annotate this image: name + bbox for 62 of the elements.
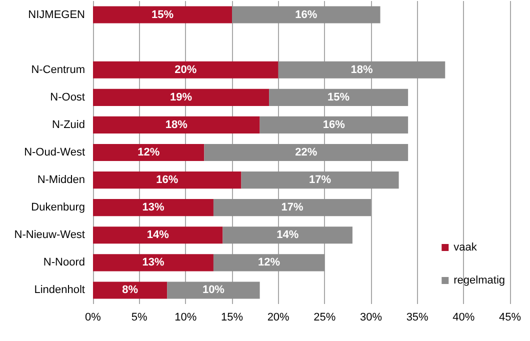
data-label: 14% (146, 229, 170, 242)
y-tick-label: Dukenburg (31, 202, 85, 214)
data-label: 12% (258, 256, 280, 269)
bar (213, 254, 325, 272)
data-label: 17% (309, 174, 332, 186)
x-tick-label: 15% (220, 312, 244, 324)
bar (93, 282, 168, 299)
bar (167, 282, 260, 299)
bar (232, 6, 380, 24)
data-label: 18% (165, 118, 188, 131)
y-tick-label: N-Nieuw-West (14, 229, 85, 242)
x-tick-label: 5% (131, 312, 148, 324)
data-label: 18% (350, 64, 373, 76)
bar (241, 172, 399, 189)
data-label: 19% (170, 91, 192, 104)
bar (93, 226, 223, 244)
bar (93, 116, 260, 134)
y-tick-label: N-Midden (37, 174, 85, 186)
bar (93, 88, 270, 106)
bar (222, 226, 352, 244)
y-tick-label: N-Oud-West (24, 146, 85, 158)
bar (93, 172, 242, 189)
x-tick-label: 0% (85, 312, 102, 324)
bar (93, 61, 278, 78)
data-label: 20% (174, 64, 197, 76)
legend-label: regelmatig (454, 274, 505, 286)
y-tick-label: NIJMEGEN (28, 8, 86, 21)
data-label: 15% (328, 91, 350, 104)
bar (278, 61, 446, 78)
bar (213, 199, 371, 216)
y-tick-label: N-Oost (50, 91, 85, 104)
data-label: 13% (142, 202, 164, 214)
data-label: 15% (151, 8, 174, 21)
y-tick-label: Lindenholt (34, 284, 85, 296)
bar (269, 88, 408, 106)
bar (93, 144, 204, 162)
x-tick-label: 30% (360, 312, 382, 324)
data-label: 16% (156, 174, 178, 186)
data-label: 13% (142, 256, 164, 269)
bar (93, 6, 232, 24)
x-tick-label: 10% (174, 312, 197, 324)
bar (93, 254, 214, 272)
data-label: 8% (122, 284, 138, 296)
data-label: 14% (276, 229, 299, 242)
data-label: 16% (322, 118, 346, 131)
data-label: 10% (202, 284, 225, 296)
bar (93, 199, 214, 216)
y-tick-label: N-Zuid (52, 118, 85, 131)
bar (260, 116, 408, 134)
x-tick-label: 45% (498, 312, 522, 324)
data-label: 17% (281, 202, 304, 214)
x-tick-label: 40% (452, 312, 475, 324)
data-label: 16% (295, 8, 318, 21)
legend-label: vaak (454, 242, 478, 254)
x-tick-label: 25% (314, 312, 336, 324)
x-tick-label: 35% (406, 312, 429, 324)
y-tick-label: N-Noord (43, 256, 85, 269)
x-tick-label: 20% (267, 312, 290, 324)
y-tick-label: N-Centrum (31, 64, 85, 76)
bar (204, 144, 408, 162)
data-label: 12% (138, 146, 160, 158)
data-label: 22% (295, 146, 318, 158)
